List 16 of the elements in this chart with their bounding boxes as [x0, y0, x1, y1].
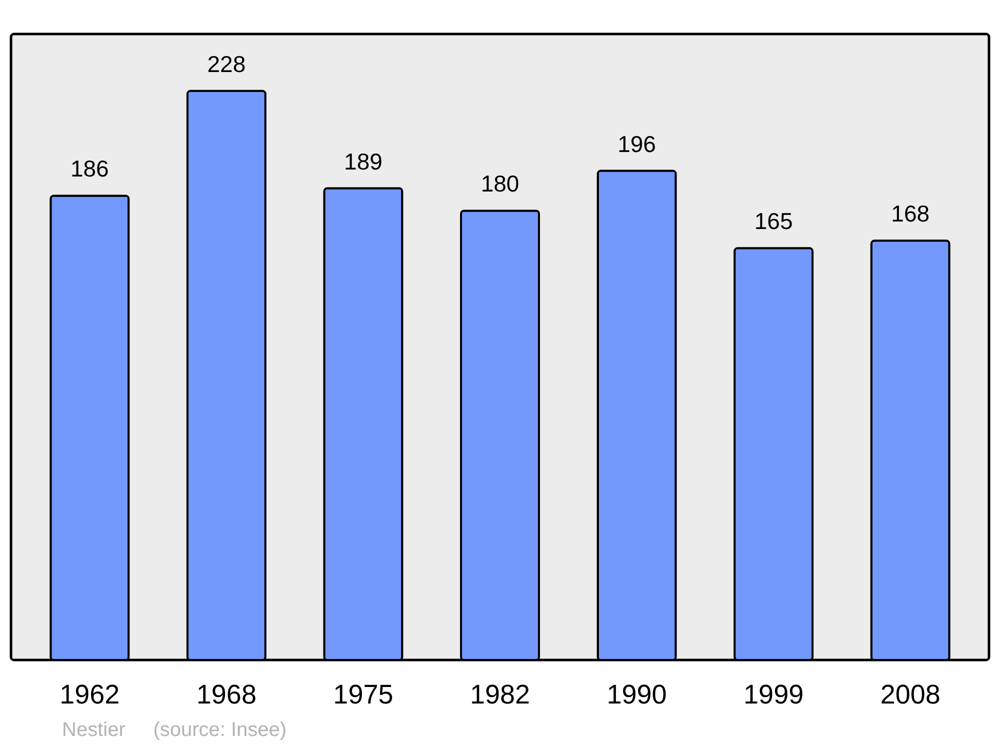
data-label: 165 [754, 208, 793, 234]
data-label: 228 [207, 50, 246, 77]
data-label: 180 [480, 170, 520, 197]
data-label: 189 [344, 148, 382, 174]
text: Nestier [62, 719, 126, 741]
text: (source: Insee) [153, 719, 287, 741]
x-tick-label: 1982 [470, 680, 530, 710]
data-label: 196 [618, 130, 656, 157]
x-tick-label: 1962 [60, 680, 120, 710]
x-tick-label: 2008 [880, 680, 940, 710]
data-label: 186 [70, 156, 109, 182]
x-tick-label: 1999 [744, 680, 804, 710]
x-tick-label: 1990 [606, 680, 667, 710]
data-label: 168 [891, 200, 930, 227]
x-tick-label: 1975 [333, 680, 394, 710]
x-tick-label: 1968 [196, 680, 256, 710]
